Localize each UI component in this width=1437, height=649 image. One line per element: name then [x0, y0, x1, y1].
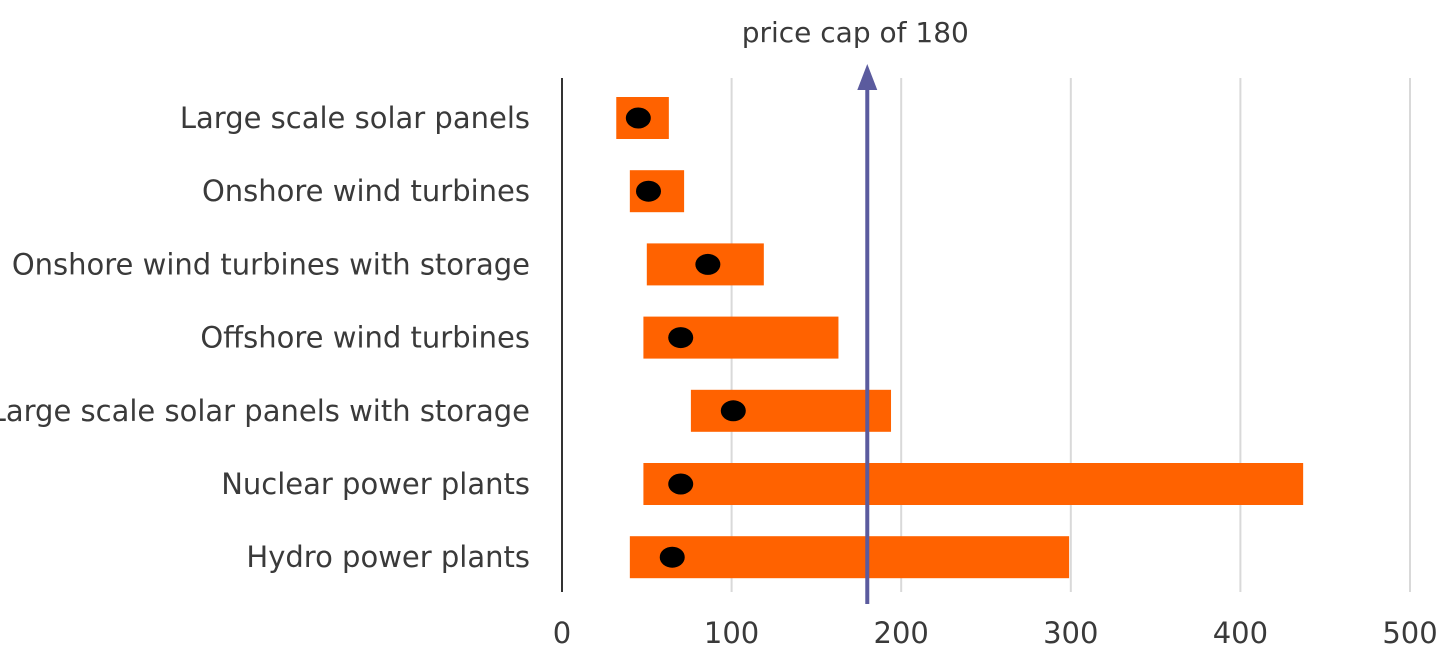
point-markers [625, 107, 746, 568]
x-tick-label: 400 [1213, 616, 1268, 649]
x-tick-label: 0 [553, 616, 571, 649]
category-label: Large scale solar panels with storage [0, 394, 530, 428]
x-tick-label: 500 [1382, 616, 1437, 649]
category-label: Offshore wind turbines [200, 321, 530, 355]
category-label: Onshore wind turbines with storage [12, 247, 530, 281]
price-cap-arrow-head [857, 64, 878, 90]
point-marker [659, 546, 685, 568]
grid-lines [730, 78, 1411, 592]
category-label: Onshore wind turbines [202, 174, 530, 208]
range-bar [629, 536, 1070, 579]
range-bar [643, 463, 1304, 505]
x-tick-label: 200 [874, 616, 929, 649]
category-label: Nuclear power plants [221, 467, 530, 501]
category-label: Large scale solar panels [180, 101, 530, 135]
point-marker [635, 180, 661, 202]
price-cap-label: price cap of 180 [742, 16, 969, 49]
category-label: Hydro power plants [246, 540, 530, 574]
point-marker [668, 473, 694, 495]
x-tick-label: 100 [704, 616, 759, 649]
point-marker [720, 400, 746, 422]
x-tick-label: 300 [1043, 616, 1098, 649]
category-labels: Large scale solar panels Onshore wind tur… [0, 101, 530, 574]
point-marker [695, 253, 721, 275]
range-bars [616, 97, 1304, 579]
point-marker [625, 107, 651, 129]
x-tick-labels: 0 100 200 300 400 500 [553, 616, 1437, 649]
price-cap-annotation: price cap of 180 [742, 16, 969, 604]
point-marker [668, 327, 694, 349]
